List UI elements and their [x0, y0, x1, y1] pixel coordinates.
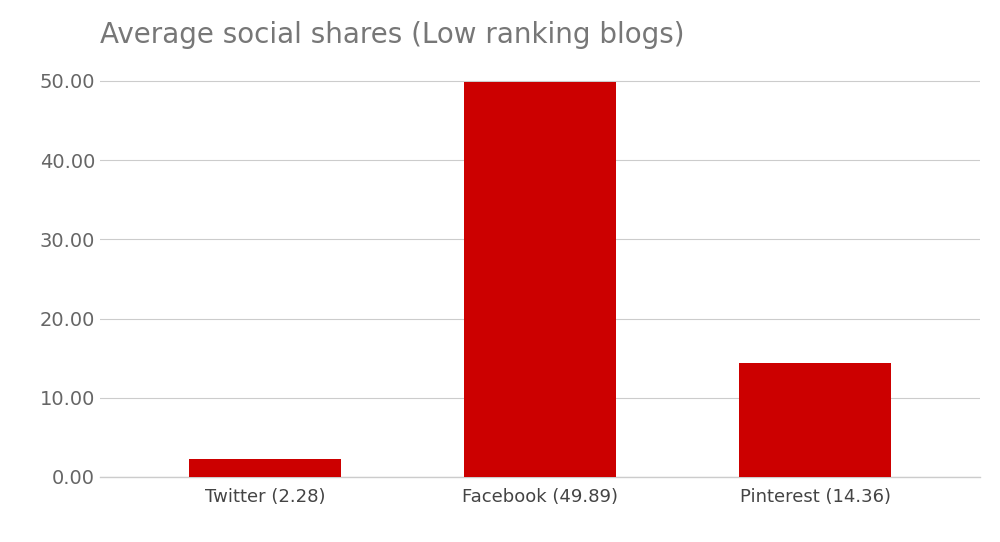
Bar	[464, 82, 616, 477]
Bar	[189, 459, 341, 477]
Text: Average social shares (Low ranking blogs): Average social shares (Low ranking blogs…	[100, 21, 684, 49]
Bar	[739, 363, 891, 477]
